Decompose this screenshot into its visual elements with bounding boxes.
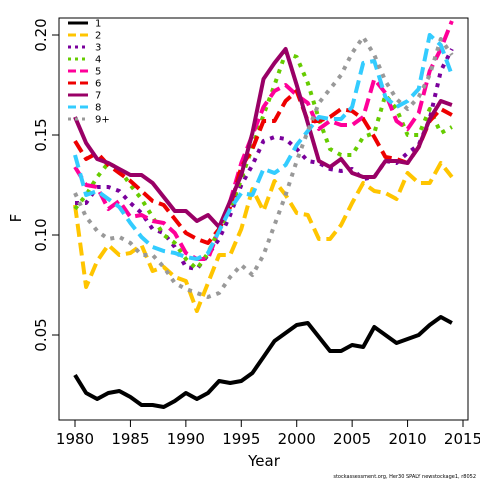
series-line-7 — [73, 47, 453, 229]
legend-label: 2 — [95, 31, 101, 42]
credit-text: stockassessment.org, Her30 SPALY newstoc… — [333, 474, 476, 480]
legend-label: 6 — [95, 79, 101, 90]
legend-label: 9+ — [95, 115, 110, 126]
y-tick-label: 0.20 — [32, 18, 50, 51]
x-tick-label: 1995 — [222, 430, 260, 448]
series-line-1 — [73, 315, 453, 409]
x-axis-title: Year — [247, 452, 281, 470]
x-axis: 1980 1985 1990 1995 2000 2005 2010 2015 — [56, 419, 480, 448]
legend-label: 3 — [95, 43, 101, 54]
legend-label: 8 — [95, 103, 101, 114]
y-tick-label: 0.10 — [32, 218, 50, 251]
series-line-2 — [73, 161, 454, 313]
x-tick-label: 1985 — [111, 430, 149, 448]
x-tick-label: 2005 — [333, 430, 371, 448]
y-axis-title: F — [7, 214, 25, 223]
legend-label: 5 — [95, 67, 101, 78]
y-tick-label: 0.05 — [32, 318, 50, 351]
series-group — [73, 20, 454, 409]
x-tick-label: 2015 — [444, 430, 480, 448]
x-tick-label: 2000 — [278, 430, 316, 448]
y-tick-label: 0.15 — [32, 118, 50, 151]
series-line-8 — [73, 33, 454, 261]
series-line-6 — [73, 89, 453, 245]
legend-label: 1 — [95, 19, 101, 30]
series-line-9plus — [73, 35, 454, 299]
x-tick-label: 1980 — [56, 430, 94, 448]
y-axis: 0.05 0.10 0.15 0.20 — [32, 18, 60, 352]
x-tick-label: 1990 — [167, 430, 205, 448]
x-tick-label: 2010 — [388, 430, 426, 448]
legend-label: 4 — [95, 55, 101, 66]
legend-label: 7 — [95, 91, 101, 102]
